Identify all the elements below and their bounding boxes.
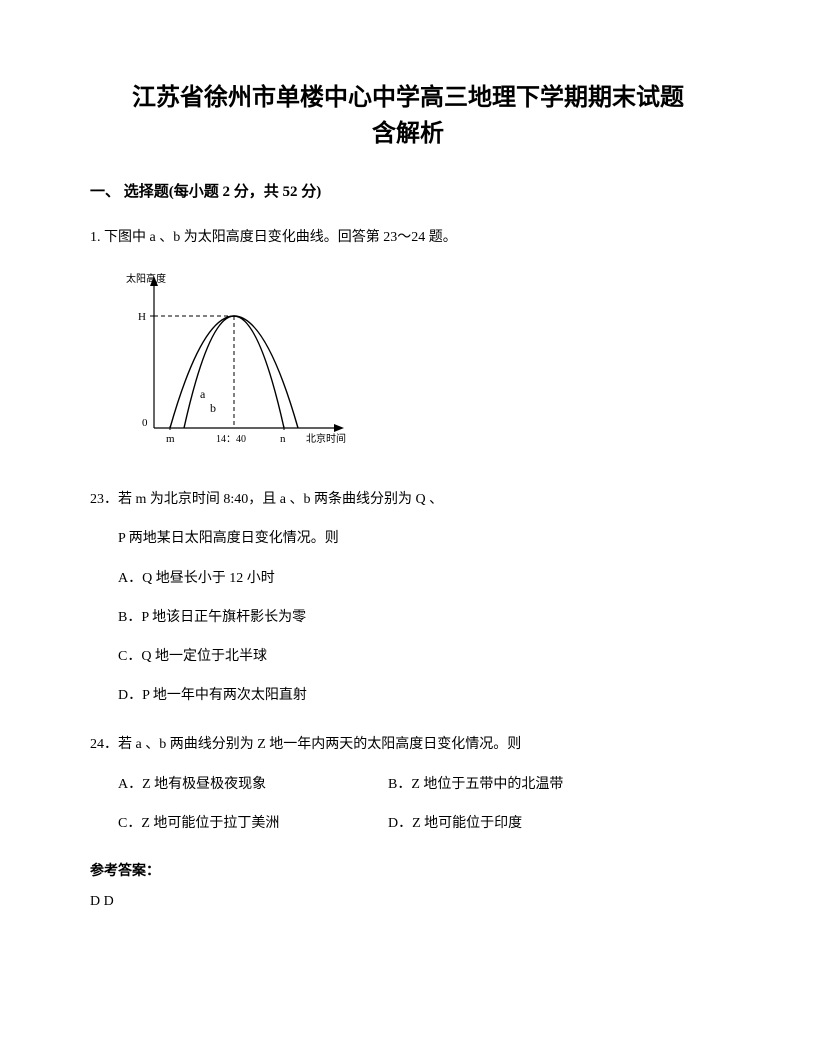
page-title: 江苏省徐州市单楼中心中学高三地理下学期期末试题 含解析 <box>90 80 726 152</box>
q24-stem: 24．若 a 、b 两曲线分别为 Z 地一年内两天的太阳高度日变化情况。则 <box>90 732 726 757</box>
chart-svg: 太阳高度 北京时间 H 0 a b m 14：40 n <box>106 268 356 458</box>
question-23: 23．若 m 为北京时间 8:40，且 a 、b 两条曲线分别为 Q 、 P 两… <box>90 487 726 708</box>
section-header: 一、 选择题(每小题 2 分，共 52 分) <box>90 180 726 201</box>
x-axis-arrow <box>334 424 344 432</box>
q23-stem-line2: P 两地某日太阳高度日变化情况。则 <box>90 526 726 551</box>
q24-option-a: A．Z 地有极昼极夜现象 <box>118 772 388 797</box>
q24-option-b: B．Z 地位于五带中的北温带 <box>388 772 726 797</box>
q24-row-1: A．Z 地有极昼极夜现象 B．Z 地位于五带中的北温带 <box>90 772 726 797</box>
n-label: n <box>280 433 286 445</box>
x-axis-label: 北京时间 <box>306 432 346 445</box>
question-24: 24．若 a 、b 两曲线分别为 Z 地一年内两天的太阳高度日变化情况。则 A．… <box>90 732 726 836</box>
answer-text: D D <box>90 894 726 910</box>
title-line-1: 江苏省徐州市单楼中心中学高三地理下学期期末试题 <box>90 80 726 116</box>
q23-stem-line1: 23．若 m 为北京时间 8:40，且 a 、b 两条曲线分别为 Q 、 <box>90 487 726 512</box>
title-line-2: 含解析 <box>90 116 726 152</box>
curve-a-label: a <box>200 387 206 401</box>
answer-label: 参考答案： <box>90 860 726 880</box>
q23-option-c: C．Q 地一定位于北半球 <box>90 644 726 669</box>
origin-label: 0 <box>142 417 148 429</box>
h-label: H <box>138 311 146 323</box>
q23-option-b: B．P 地该日正午旗杆影长为零 <box>90 605 726 630</box>
center-tick-label: 14：40 <box>216 434 246 445</box>
q23-option-d: D．P 地一年中有两次太阳直射 <box>90 683 726 708</box>
q24-row-2: C．Z 地可能位于拉丁美洲 D．Z 地可能位于印度 <box>90 811 726 836</box>
solar-altitude-chart: 太阳高度 北京时间 H 0 a b m 14：40 n <box>106 268 726 463</box>
question-intro: 1. 下图中 a 、b 为太阳高度日变化曲线。回答第 23～24 题。 <box>90 225 726 250</box>
q24-option-d: D．Z 地可能位于印度 <box>388 811 726 836</box>
q23-option-a: A．Q 地昼长小于 12 小时 <box>90 566 726 591</box>
q24-option-c: C．Z 地可能位于拉丁美洲 <box>118 811 388 836</box>
y-axis-label: 太阳高度 <box>126 272 166 285</box>
curve-b-label: b <box>210 401 216 415</box>
m-label: m <box>166 433 175 445</box>
